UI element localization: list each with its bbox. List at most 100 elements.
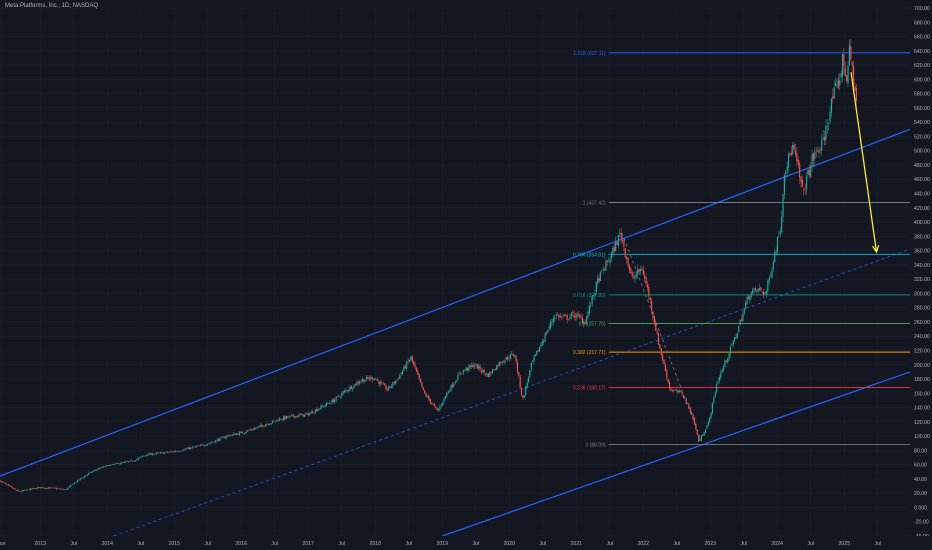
candle-body <box>97 468 99 470</box>
candle-body <box>469 365 471 367</box>
candle-body <box>334 399 336 403</box>
candle-body <box>626 257 628 260</box>
candle-body <box>648 286 650 297</box>
candle-body <box>285 416 287 419</box>
projection-arrow[interactable] <box>850 72 880 254</box>
price-tick-label: 120.00 <box>914 420 930 426</box>
candle-body <box>36 487 38 489</box>
candle-body <box>348 389 350 392</box>
candle-body <box>675 390 678 391</box>
candle-body <box>93 470 95 472</box>
candle-body <box>381 382 383 384</box>
candle-body <box>198 445 200 447</box>
candle-body <box>606 260 608 263</box>
candle-body <box>86 474 88 476</box>
candle-body <box>501 362 503 364</box>
candle-body <box>251 429 253 430</box>
candle-body <box>2 481 4 483</box>
candle-body <box>562 315 564 317</box>
candle-body <box>756 290 758 292</box>
candle-body <box>107 465 109 466</box>
candle-body <box>839 80 841 86</box>
candle-body <box>421 382 423 388</box>
candle-body <box>136 459 138 461</box>
candle-body <box>249 429 252 431</box>
candle-body <box>451 384 453 387</box>
time-axis[interactable]: Jun 2013 Jul 2014 Jul 2015 Jul 2016 Jul 2017 Jul 20… <box>0 536 932 550</box>
price-axis[interactable]: -40.00-20.000.00020.0040.0060.0080.00100… <box>910 0 932 550</box>
candle-body <box>491 369 494 373</box>
candle-body <box>511 353 513 355</box>
candle-body <box>678 390 680 392</box>
candle-body <box>182 450 184 452</box>
candle-body <box>139 457 141 458</box>
candle-body <box>111 464 113 465</box>
candle-body <box>415 368 418 372</box>
candle-body <box>605 261 607 271</box>
price-tick-label: -20.00 <box>914 520 929 526</box>
candle-body <box>577 314 579 316</box>
candle-body <box>134 460 137 462</box>
candle-body <box>800 176 802 183</box>
candle-body <box>597 278 599 283</box>
price-tick-label: 300.00 <box>914 291 930 297</box>
candle-body <box>666 370 668 379</box>
regression-channel[interactable] <box>0 128 911 537</box>
candle-body <box>368 378 370 380</box>
candle-body <box>89 472 91 473</box>
time-tick-label: Jul <box>673 541 680 547</box>
candle-body <box>281 419 283 421</box>
candle-body <box>663 359 665 365</box>
candle-body <box>173 451 175 453</box>
time-tick-label: 2015 <box>168 541 180 547</box>
fib-retracement[interactable]: 0 (88.09) 0.236 (168.17) 0.382 (217.71) 0.5… <box>573 51 910 449</box>
candle-body <box>822 137 824 140</box>
candle-body <box>670 388 672 391</box>
candle-body <box>736 332 738 338</box>
candle-body <box>353 384 355 388</box>
time-tick-label: 2013 <box>34 541 46 547</box>
candle-body <box>252 429 254 430</box>
candle-body <box>641 268 643 271</box>
candle-body <box>14 488 16 490</box>
candle-body <box>504 360 506 363</box>
candle-body <box>128 461 130 462</box>
candle-body <box>772 262 774 270</box>
candle-body <box>588 305 590 314</box>
candle-body <box>342 391 344 394</box>
candle-body <box>323 405 325 407</box>
candle-body <box>65 489 68 490</box>
candle-body <box>523 395 525 398</box>
candle-body <box>650 300 653 311</box>
candle-body <box>707 421 709 426</box>
candle-body <box>460 372 462 374</box>
candle-body <box>467 368 469 370</box>
candle-body <box>682 394 685 398</box>
candle-body <box>137 458 139 460</box>
candle-body <box>592 295 595 296</box>
candle-body <box>184 448 186 450</box>
candle-body <box>447 391 449 394</box>
candle-body <box>118 463 120 464</box>
candle-body <box>819 150 821 151</box>
fib-level-label: 1.618 (637.11) <box>573 51 605 57</box>
price-tick-label: 160.00 <box>914 391 930 397</box>
candle-body <box>731 345 733 347</box>
candle-body <box>60 488 62 490</box>
price-tick-label: 700.00 <box>914 6 930 12</box>
candle-body <box>222 436 224 438</box>
candle-body <box>152 454 155 455</box>
candle-body <box>720 372 722 378</box>
candle-body <box>363 379 365 382</box>
candle-body <box>13 488 15 489</box>
candle-body <box>115 463 117 464</box>
candle-body <box>490 372 492 374</box>
candle-body <box>223 436 225 439</box>
candle-body <box>187 447 189 449</box>
candle-body <box>660 348 662 355</box>
candle-body <box>681 391 683 395</box>
candle-body <box>790 152 792 156</box>
candle-body <box>850 46 852 60</box>
candle-body <box>313 412 315 414</box>
